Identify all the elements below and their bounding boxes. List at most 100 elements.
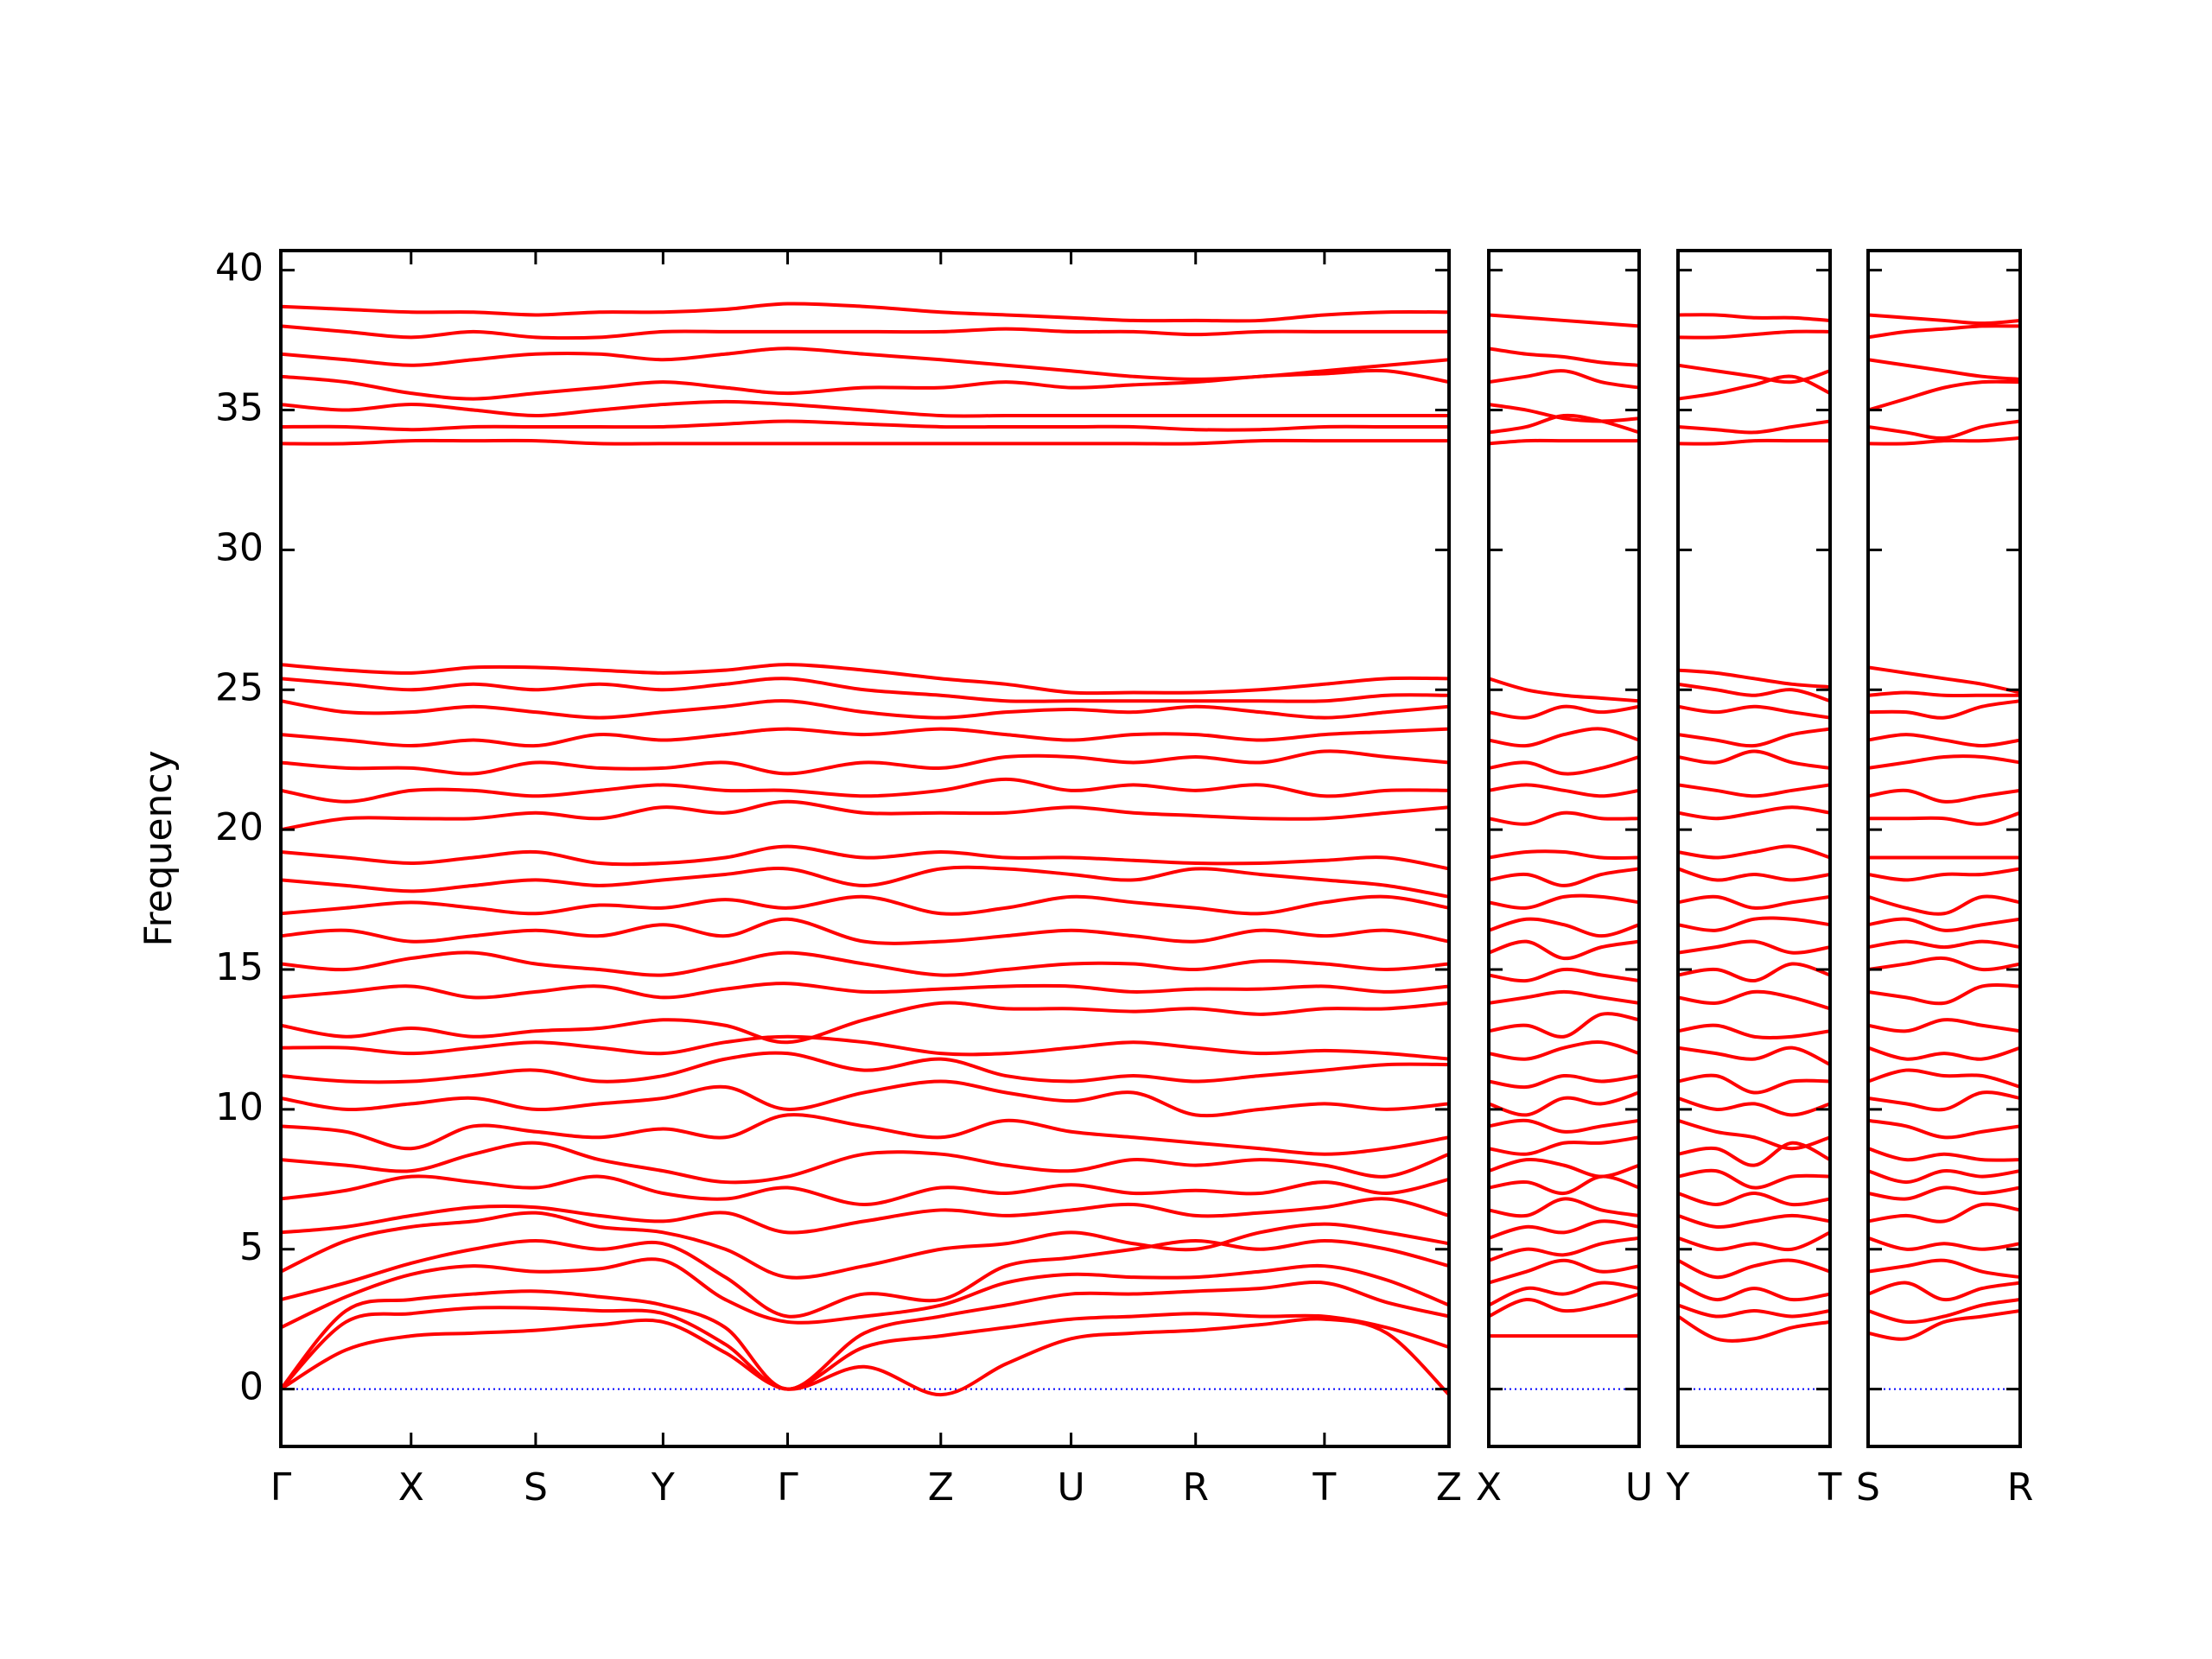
bands xyxy=(1489,313,1639,1338)
band-line xyxy=(1678,1023,1830,1039)
y-tick-label: 15 xyxy=(215,945,264,989)
band-line xyxy=(281,1197,1449,1235)
y-tick-label: 40 xyxy=(215,246,264,290)
band-line xyxy=(1868,917,2020,932)
band-line xyxy=(1678,1192,1830,1207)
y-tick-label: 30 xyxy=(215,525,264,569)
axes-frame xyxy=(1487,249,1641,1448)
band-line xyxy=(281,917,1449,945)
band-line xyxy=(281,1239,1449,1319)
band-line xyxy=(1678,962,1830,982)
x-tick-label: X xyxy=(398,1465,424,1510)
band-line xyxy=(1489,727,1639,748)
band-line xyxy=(1489,810,1639,826)
y-tick-label: 20 xyxy=(215,805,264,849)
band-line xyxy=(1868,1258,2020,1280)
band-line xyxy=(1678,1303,1830,1319)
band-line xyxy=(1489,989,1639,1005)
band-line xyxy=(1868,1298,2020,1325)
band-line xyxy=(1489,1174,1639,1196)
band-line xyxy=(1868,358,2020,381)
band-line xyxy=(1868,419,2020,441)
band-line xyxy=(1489,1118,1639,1134)
band-line xyxy=(281,749,1449,776)
band-line xyxy=(281,1317,1449,1397)
band-line xyxy=(1868,1309,2020,1341)
x-tick-label: R xyxy=(1182,1465,1209,1510)
x-tick-label: Γ xyxy=(777,1465,798,1510)
band-line xyxy=(1489,704,1639,720)
band-line xyxy=(1868,1018,2020,1033)
band-line xyxy=(1678,668,1830,690)
band-line xyxy=(1678,783,1830,798)
band-line xyxy=(1678,1213,1830,1229)
band-line xyxy=(1489,1135,1639,1156)
band-line xyxy=(281,438,1449,446)
band-line xyxy=(1868,733,2020,748)
band-line xyxy=(1868,1046,2020,1061)
band-line xyxy=(1868,1169,2020,1185)
x-tick-label: R xyxy=(2007,1465,2034,1510)
band-line xyxy=(281,1257,1449,1330)
band-line xyxy=(1678,1046,1830,1066)
band-line xyxy=(1489,867,1639,887)
band-line xyxy=(1868,699,2020,720)
band-line xyxy=(281,1051,1449,1084)
band-line xyxy=(281,1141,1449,1185)
band-line xyxy=(1489,967,1639,983)
band-line xyxy=(281,894,1449,916)
band-line xyxy=(1489,893,1639,910)
band-line xyxy=(1868,324,2020,340)
band-line xyxy=(1678,438,1830,446)
x-tick-label: T xyxy=(1312,1465,1336,1510)
band-line xyxy=(1678,1073,1830,1095)
band-line xyxy=(1489,783,1639,798)
band-line xyxy=(1489,1258,1639,1285)
band-line xyxy=(1678,1230,1830,1252)
x-tick-label: U xyxy=(1057,1465,1084,1510)
band-line xyxy=(1678,1281,1830,1302)
band-line xyxy=(1868,939,2020,950)
band-line xyxy=(281,699,1449,720)
band-line xyxy=(1868,867,2020,882)
band-line xyxy=(1868,788,2020,804)
axes-frame xyxy=(1866,249,2022,1448)
y-tick-label: 10 xyxy=(215,1085,264,1129)
band-line xyxy=(1678,1168,1830,1190)
band-line xyxy=(1678,805,1830,821)
bands xyxy=(1868,313,2020,1341)
band-line xyxy=(1678,867,1830,882)
x-tick-label: T xyxy=(1818,1465,1842,1510)
band-line xyxy=(1489,1236,1639,1262)
x-tick-label: U xyxy=(1625,1465,1653,1510)
band-line xyxy=(281,1306,1449,1391)
band-line xyxy=(1868,1281,2020,1302)
x-tick-label: Z xyxy=(1436,1465,1462,1510)
band-line xyxy=(1489,1074,1639,1090)
band-line xyxy=(1678,989,1830,1011)
band-line xyxy=(1868,1236,2020,1251)
band-line xyxy=(281,677,1449,703)
band-line xyxy=(1678,894,1830,910)
band-line xyxy=(281,1211,1449,1280)
band-line xyxy=(1489,1219,1639,1240)
band-line xyxy=(1678,329,1830,340)
band-line xyxy=(1868,435,2020,446)
band-line xyxy=(1868,754,2020,770)
band-line xyxy=(1489,1090,1639,1117)
band-line xyxy=(1678,704,1830,720)
band-line xyxy=(281,727,1449,748)
band-line xyxy=(281,799,1449,832)
band-line xyxy=(1489,755,1639,776)
band-line xyxy=(1868,379,2020,412)
band-line xyxy=(1678,1096,1830,1117)
y-tick-label: 35 xyxy=(215,386,264,430)
band-line xyxy=(281,419,1449,432)
band-line xyxy=(281,1174,1449,1206)
band-line xyxy=(1489,1157,1639,1179)
band-line xyxy=(1868,983,2020,1006)
x-tick-label: S xyxy=(1856,1465,1880,1510)
band-line xyxy=(281,865,1449,899)
x-tick-label: Y xyxy=(1666,1465,1690,1510)
